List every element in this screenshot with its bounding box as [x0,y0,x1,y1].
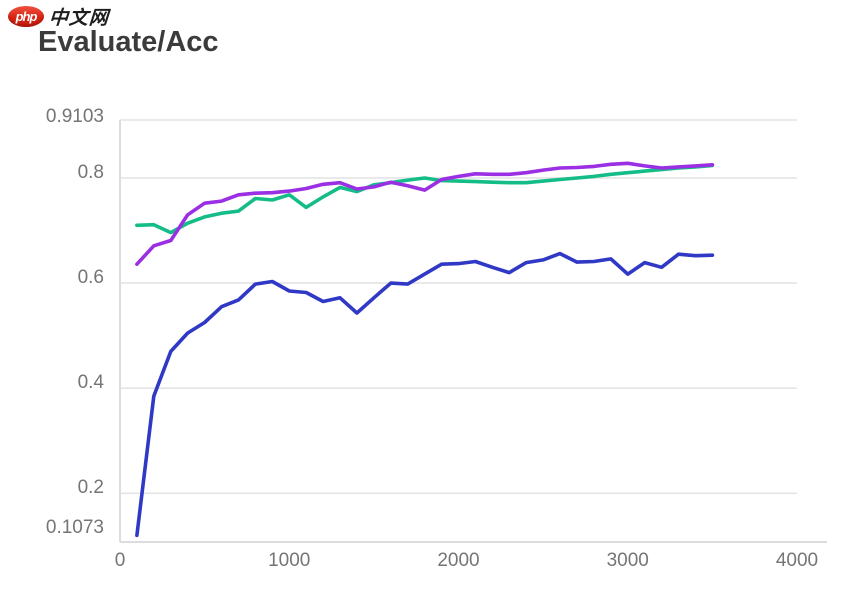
series-line-blue-accuracy-curve [135,251,715,538]
series-line-purple-accuracy-curve [135,161,715,267]
y-tick-0.6: 0.6 [77,267,104,289]
x-tick-4000: 4000 [775,550,819,571]
y-tick-0.2: 0.2 [77,477,104,499]
php-logo-icon: php [8,5,44,27]
php-cn-logo: php 中文网 [8,4,110,29]
x-tick-1000: 1000 [268,550,311,571]
x-tick-2000: 2000 [437,550,480,571]
x-tick-3000: 3000 [606,550,649,571]
y-tick-0.4: 0.4 [77,372,104,394]
y-tick-0.9103: 0.9103 [45,106,104,127]
y-tick-0.8: 0.8 [77,161,104,183]
chart-title: Evaluate/Acc [38,26,219,58]
y-tick-0.1073: 0.1073 [45,517,104,538]
series-line-green-accuracy-curve [135,163,715,235]
x-tick-0: 0 [114,550,126,571]
